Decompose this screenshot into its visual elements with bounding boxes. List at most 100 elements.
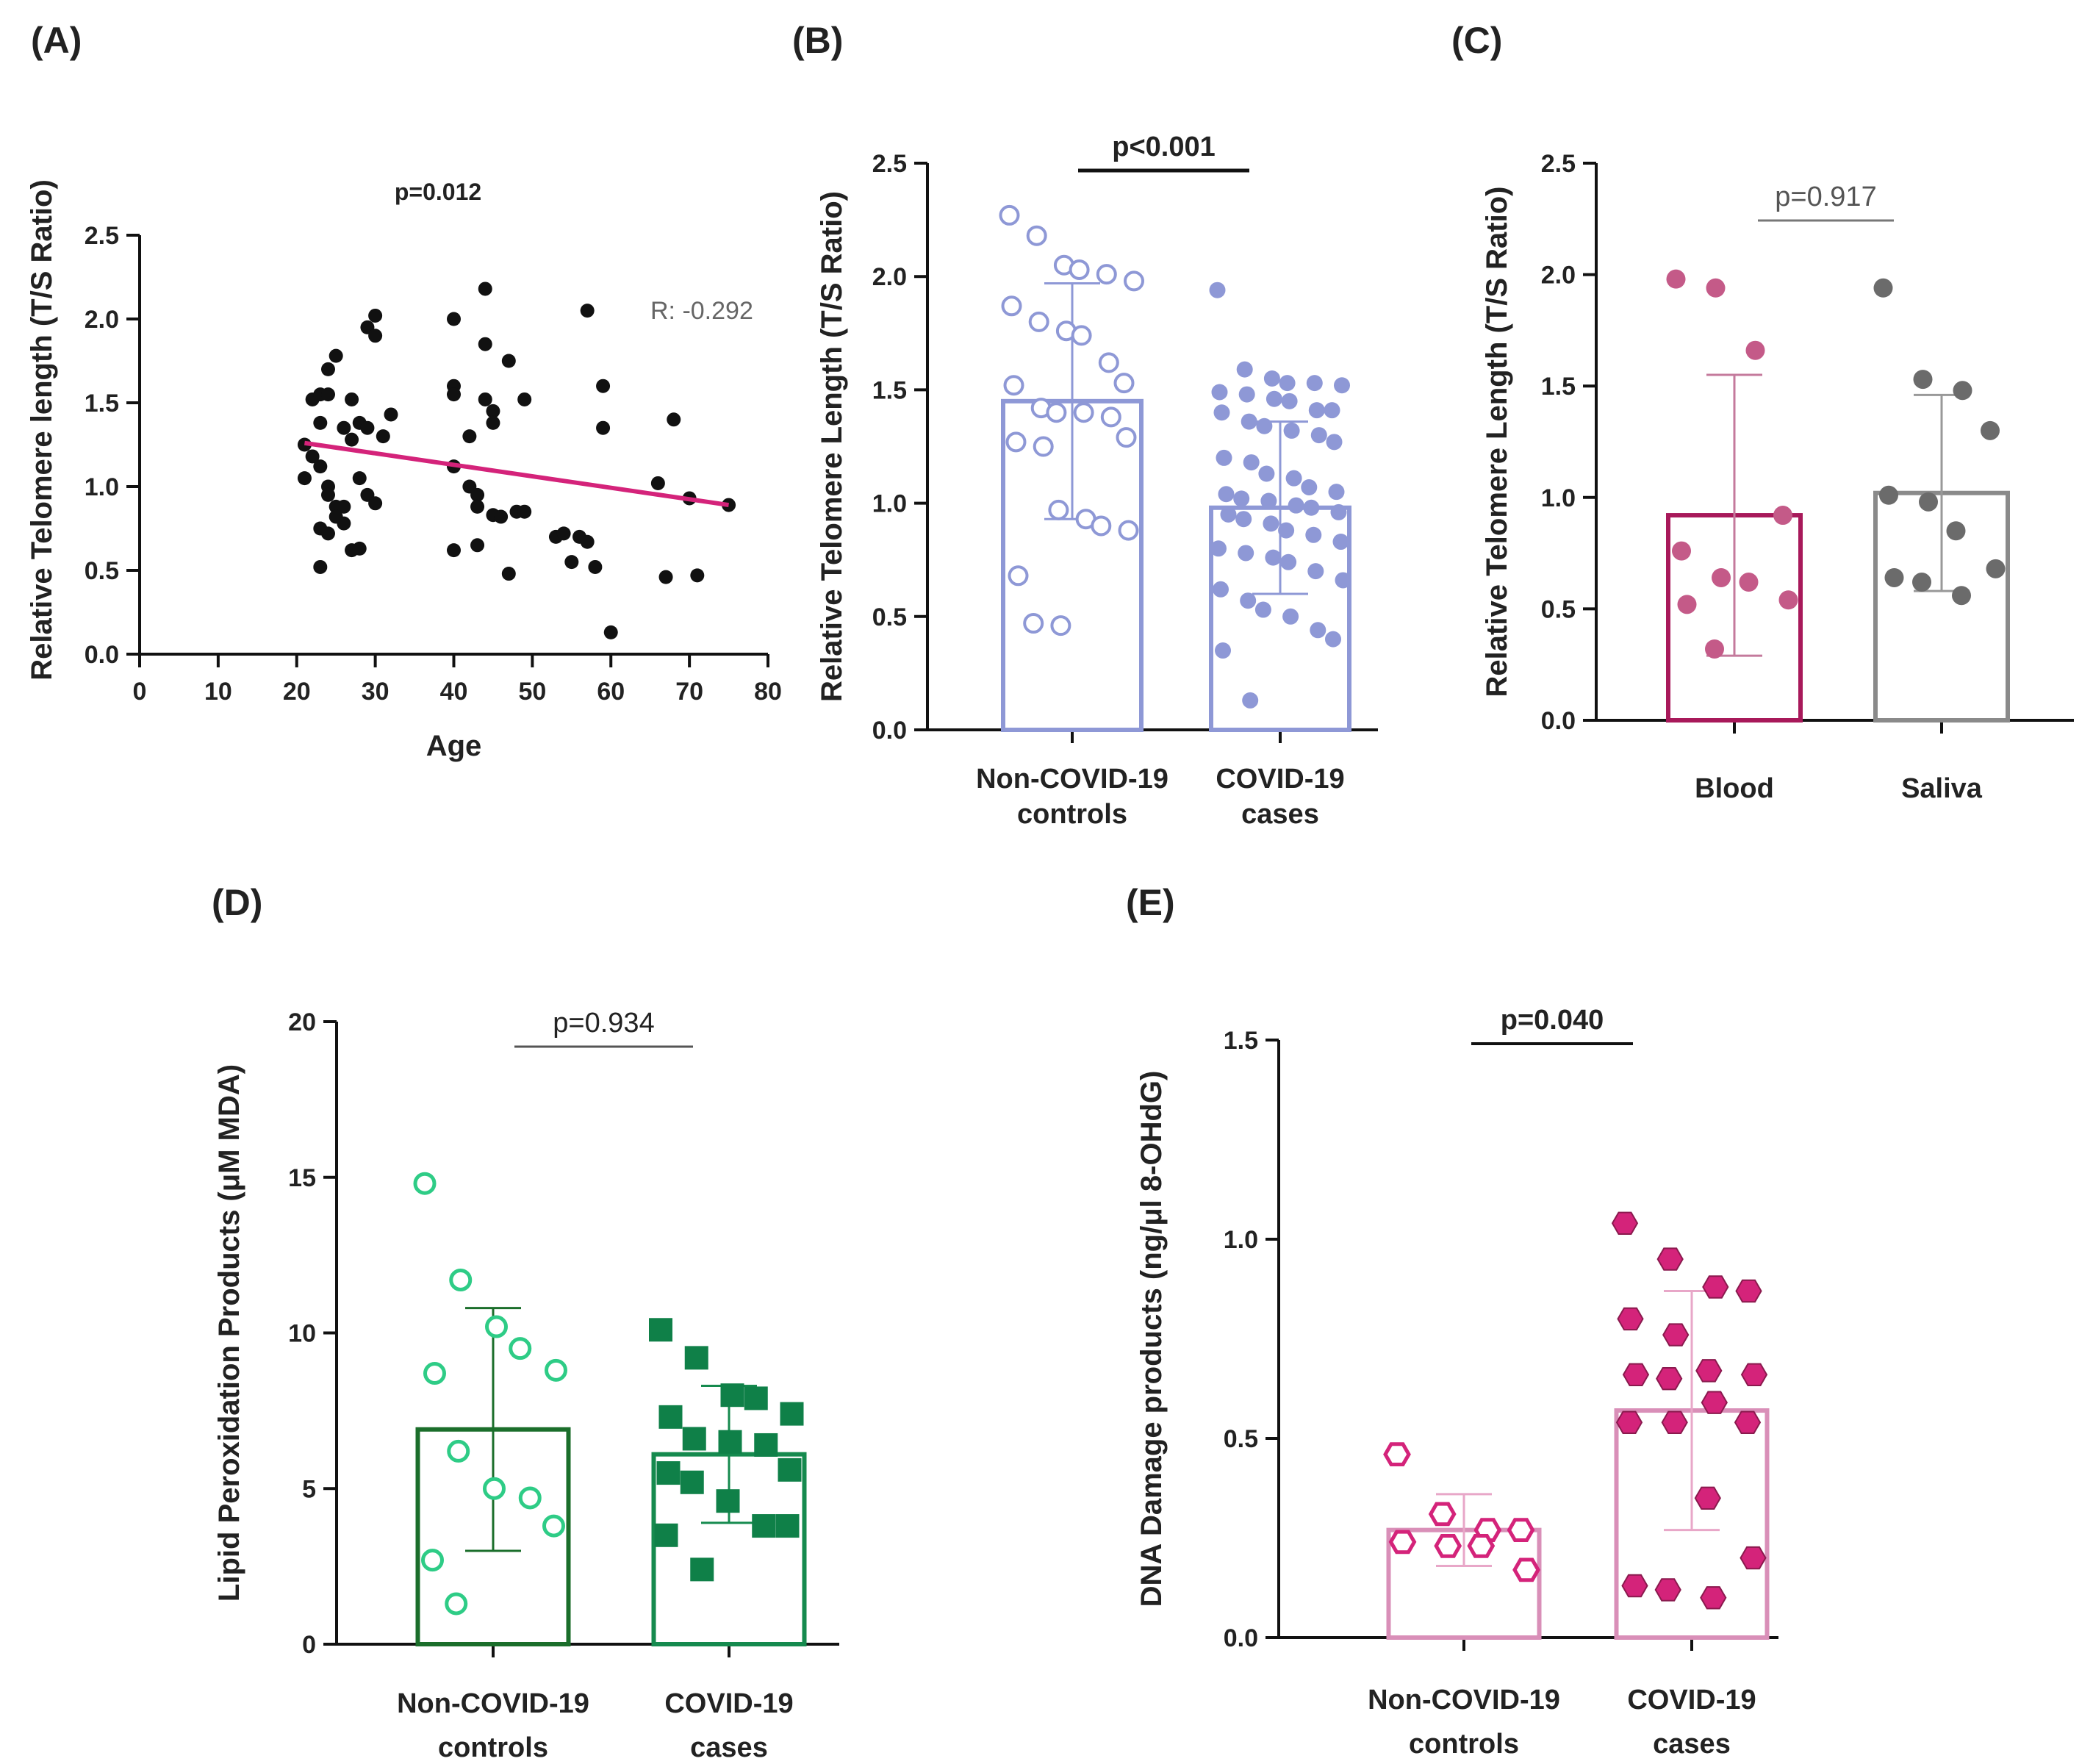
data-point xyxy=(1301,479,1318,496)
y-tick-label: 0.0 xyxy=(85,641,119,669)
data-point xyxy=(297,471,312,486)
data-point xyxy=(1310,622,1326,639)
data-point xyxy=(1778,590,1798,610)
data-point xyxy=(1263,515,1279,532)
data-point xyxy=(1003,375,1024,396)
data-point xyxy=(1238,386,1255,403)
data-point xyxy=(376,429,390,444)
data-point xyxy=(384,407,398,422)
data-point xyxy=(580,534,595,549)
data-point xyxy=(447,1439,470,1463)
data-point xyxy=(329,348,343,363)
panel-label-a: (A) xyxy=(31,20,82,61)
data-point xyxy=(478,282,492,296)
data-point xyxy=(321,362,335,376)
x-tick-label: 50 xyxy=(518,678,546,706)
data-point xyxy=(352,541,367,556)
data-point xyxy=(1026,225,1047,246)
data-point xyxy=(1330,503,1347,520)
y-tick-label: 1.0 xyxy=(1224,1226,1258,1254)
data-point xyxy=(1952,586,1971,606)
data-point xyxy=(1677,595,1697,614)
panel-c-bar-chart: 0.0 0.5 1.0 1.5 2.0 2.5 Relative Telomere Leng… xyxy=(1481,150,2074,804)
data-point xyxy=(718,1430,742,1454)
x-tick-label: 60 xyxy=(597,678,625,706)
p-value-label: p=0.917 xyxy=(1775,182,1876,212)
data-point xyxy=(1700,1586,1727,1610)
data-point xyxy=(1280,553,1297,570)
data-point xyxy=(1215,642,1231,659)
data-point xyxy=(1884,567,1904,587)
y-tick-label: 0.0 xyxy=(872,717,907,745)
data-point xyxy=(1701,1391,1728,1414)
data-point xyxy=(1233,490,1250,507)
y-axis-title: Relative Telomere Length (T/S Ratio) xyxy=(1481,187,1513,698)
data-point xyxy=(1046,402,1067,423)
category-label-2: COVID-19 xyxy=(1627,1685,1756,1715)
data-point xyxy=(684,1346,708,1370)
data-point xyxy=(1213,581,1229,598)
y-axis-title: Lipid Peroxidation Products (μM MDA) xyxy=(213,1064,245,1602)
data-point xyxy=(1617,1307,1644,1331)
y-tick-label: 5 xyxy=(302,1475,316,1503)
data-point xyxy=(501,567,516,581)
data-point xyxy=(1981,420,2000,440)
panel-label-c: (C) xyxy=(1451,20,1502,61)
y-tick-label: 15 xyxy=(288,1164,316,1192)
data-point xyxy=(1706,278,1726,298)
data-point xyxy=(1306,375,1323,392)
data-point xyxy=(517,392,532,406)
data-point xyxy=(680,1470,704,1494)
data-point xyxy=(654,1523,678,1547)
data-point xyxy=(486,415,500,430)
data-point xyxy=(478,392,492,406)
category-label-1: controls xyxy=(438,1732,548,1763)
panel-label-d: (D) xyxy=(212,882,262,923)
y-tick-label: 1.5 xyxy=(872,376,907,404)
data-point xyxy=(1209,282,1226,298)
y-tick-label: 1.0 xyxy=(1541,484,1576,512)
x-tick-label: 10 xyxy=(204,678,232,706)
data-point xyxy=(518,1486,542,1510)
data-point xyxy=(1388,1530,1417,1555)
data-point xyxy=(1734,1410,1762,1434)
data-point xyxy=(1695,1359,1723,1383)
data-point xyxy=(1332,534,1349,551)
data-point xyxy=(580,304,595,318)
data-point xyxy=(1113,373,1135,394)
data-point xyxy=(1739,573,1759,592)
data-point xyxy=(754,1433,778,1457)
data-point xyxy=(1005,431,1027,453)
p-value-label: p=0.040 xyxy=(1501,1005,1604,1036)
data-point xyxy=(321,387,335,402)
data-point xyxy=(545,1358,567,1382)
data-point xyxy=(1266,390,1282,407)
category-label-1: Blood xyxy=(1695,773,1774,804)
y-tick-label: 1.5 xyxy=(1224,1027,1258,1055)
y-tick-label: 2.5 xyxy=(872,150,907,178)
data-point xyxy=(1033,436,1054,457)
data-point xyxy=(1282,608,1299,625)
category-label-1: Non-COVID-19 xyxy=(976,764,1168,795)
data-point xyxy=(1235,511,1252,528)
data-point xyxy=(1073,402,1094,423)
data-point xyxy=(1098,352,1119,373)
category-label-1: Non-COVID-19 xyxy=(1368,1685,1560,1715)
data-point xyxy=(313,459,328,474)
data-point xyxy=(556,526,571,541)
data-point xyxy=(1428,1502,1457,1527)
y-tick-label: 0.5 xyxy=(1224,1425,1258,1453)
data-point xyxy=(313,415,328,430)
p-value-label: p<0.001 xyxy=(1112,132,1216,162)
data-point xyxy=(462,429,477,444)
x-tick-label: 40 xyxy=(440,678,468,706)
data-point xyxy=(1879,485,1898,505)
y-tick-label: 2.0 xyxy=(1541,262,1576,290)
data-point xyxy=(1986,559,2006,578)
data-point xyxy=(345,392,359,406)
y-tick-label: 20 xyxy=(288,1008,316,1036)
data-point xyxy=(658,1405,683,1429)
data-point xyxy=(650,476,665,490)
data-point xyxy=(658,570,673,584)
data-point xyxy=(305,449,320,464)
